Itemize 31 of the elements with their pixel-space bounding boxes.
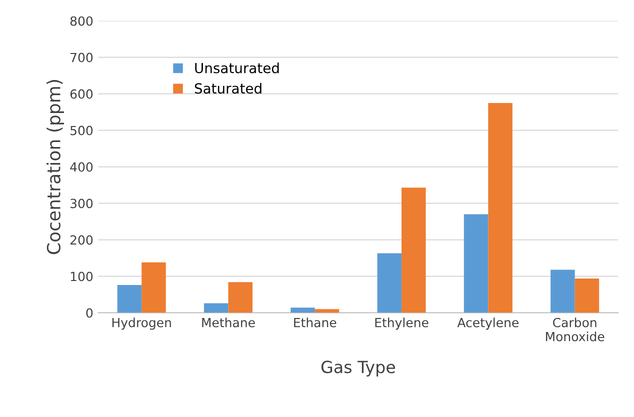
bar — [550, 270, 575, 313]
bar — [117, 285, 142, 313]
bar — [142, 262, 166, 313]
x-tick-label: Methane — [202, 318, 255, 328]
bar — [488, 102, 512, 313]
bar — [290, 308, 315, 313]
y-tick-label: 800 — [70, 16, 93, 26]
legend-label: Unsaturated — [195, 62, 279, 74]
x-axis-title: Gas Type — [321, 360, 396, 377]
bar — [204, 303, 228, 313]
bar — [314, 309, 340, 313]
x-tick-label: Ethane — [294, 318, 336, 328]
y-tick-label: 300 — [70, 198, 93, 208]
bar — [377, 253, 402, 313]
y-tick-label: 400 — [70, 162, 93, 172]
x-tick-label: Acetylene — [457, 318, 518, 330]
y-tick-label: 700 — [70, 52, 93, 62]
bar — [574, 278, 600, 313]
y-tick-label: 600 — [70, 89, 93, 99]
bar — [464, 214, 488, 313]
y-tick-label: 200 — [70, 235, 93, 245]
x-tick-label: Hydrogen — [112, 318, 171, 330]
legend-label: Saturated — [194, 82, 262, 94]
y-tick-label: 0 — [86, 308, 93, 318]
y-tick-label: 500 — [70, 126, 93, 136]
bar — [402, 188, 426, 313]
y-tick-label: 100 — [70, 272, 93, 282]
y-axis-title: Cocentration (ppm) — [46, 80, 64, 254]
x-tick-label: Ethylene — [375, 318, 428, 330]
bar — [228, 282, 252, 313]
x-tick-label: Carbon Monoxide — [546, 318, 604, 342]
